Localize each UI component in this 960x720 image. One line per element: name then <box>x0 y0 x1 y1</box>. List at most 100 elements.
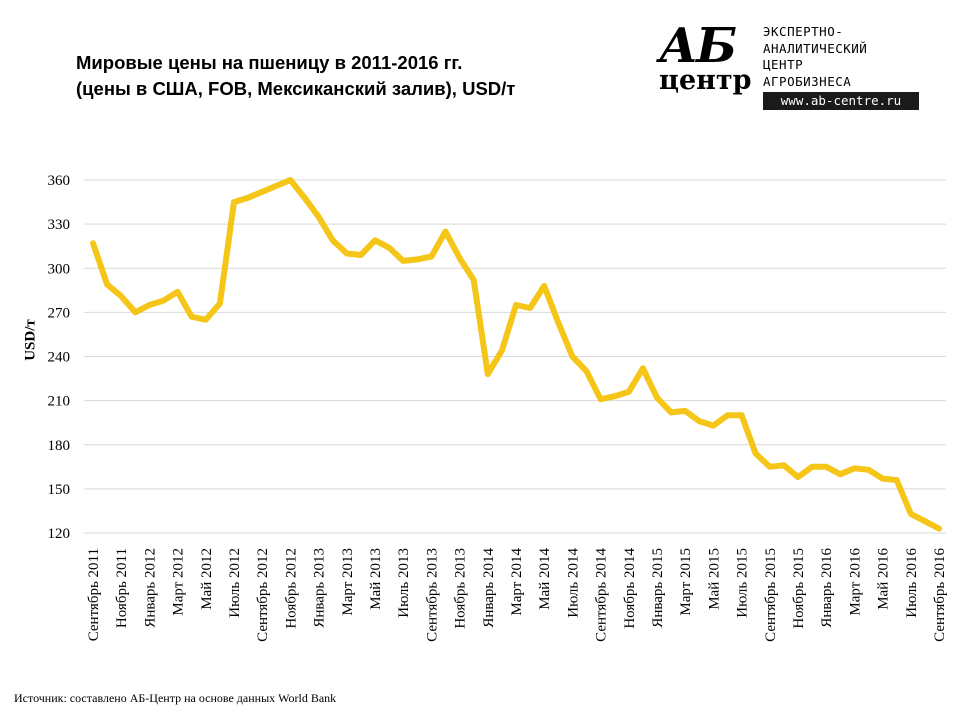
y-tick-label: 360 <box>48 173 71 189</box>
data-point <box>175 289 181 295</box>
chart-gridlines <box>84 179 946 534</box>
logo-mark-ab: АБ <box>659 18 737 74</box>
series-line <box>90 177 942 532</box>
data-point <box>330 237 336 243</box>
data-point <box>795 474 801 480</box>
source-note: Источник: составлено АБ-Центр на основе … <box>14 691 337 705</box>
data-point <box>443 228 448 234</box>
x-tick-label: Сентябрь 2014 <box>594 548 610 642</box>
data-point <box>753 451 759 457</box>
data-point <box>287 177 293 183</box>
data-point <box>668 409 674 415</box>
x-tick-label: Сентябрь 2013 <box>424 548 440 642</box>
data-point <box>682 408 688 414</box>
data-point <box>372 237 378 243</box>
x-tick-label: Май 2015 <box>706 548 722 610</box>
x-tick-label: Январь 2013 <box>312 548 328 628</box>
logo-mark-centr: центр <box>659 65 752 96</box>
x-tick-label: Январь 2012 <box>142 548 158 628</box>
data-point <box>90 240 96 246</box>
x-tick-label: Январь 2016 <box>819 548 835 628</box>
data-point <box>823 464 829 470</box>
ab-centre-logo: АБ центр ЭКСПЕРТНО- АНАЛИТИЧЕСКИЙ ЦЕНТР … <box>655 18 925 114</box>
data-point <box>245 195 251 201</box>
data-point <box>696 418 702 424</box>
x-tick-label: Июль 2014 <box>565 548 581 618</box>
x-tick-label: Ноябрь 2012 <box>283 548 299 629</box>
x-tick-label: Ноябрь 2015 <box>791 548 807 629</box>
x-tick-label: Июль 2012 <box>227 548 243 618</box>
chart-title-line-2: (цены в США, FOB, Мексиканский залив), U… <box>76 78 516 99</box>
data-point <box>358 252 364 258</box>
data-point <box>414 256 420 262</box>
data-point <box>273 183 279 189</box>
x-tick-label: Март 2016 <box>847 548 863 616</box>
data-point <box>739 412 745 418</box>
logo-mark: АБ центр <box>655 18 752 102</box>
data-point <box>457 255 463 261</box>
y-tick-label: 330 <box>48 217 71 233</box>
y-tick-label: 180 <box>48 438 71 454</box>
data-point <box>344 251 350 257</box>
x-tick-label: Сентябрь 2012 <box>255 548 271 642</box>
data-point <box>654 395 660 401</box>
data-point <box>598 396 604 402</box>
data-point <box>161 298 166 304</box>
y-axis-ticks: 120 150 180 210 240 270 300 330 360 <box>48 173 71 542</box>
data-point <box>569 354 575 359</box>
data-point <box>231 199 237 205</box>
data-point <box>118 293 124 299</box>
y-axis-label: USD/т <box>22 319 39 361</box>
x-tick-label: Май 2014 <box>537 548 553 610</box>
data-point <box>428 253 434 259</box>
data-point <box>626 389 632 395</box>
y-tick-label: 300 <box>48 261 71 277</box>
x-tick-label: Ноябрь 2013 <box>453 548 469 629</box>
x-tick-label: Сентябрь 2011 <box>86 548 102 641</box>
data-point <box>894 477 900 483</box>
y-tick-label: 150 <box>48 482 71 498</box>
data-point <box>499 348 505 354</box>
x-tick-label: Март 2013 <box>340 548 356 616</box>
data-point <box>400 258 406 264</box>
data-point <box>302 195 307 201</box>
data-point <box>725 412 730 418</box>
data-point <box>527 305 533 311</box>
x-tick-label: Ноябрь 2014 <box>622 548 638 629</box>
data-point <box>189 314 195 320</box>
y-tick-label: 270 <box>48 305 71 321</box>
data-point <box>767 464 773 470</box>
x-tick-label: Июль 2016 <box>904 548 920 618</box>
x-tick-label: Январь 2014 <box>481 548 497 628</box>
data-point <box>316 214 322 220</box>
y-tick-label: 240 <box>48 350 71 366</box>
data-point <box>203 317 209 323</box>
x-axis-ticks: Сентябрь 2011 Ноябрь 2011 Январь 2012 Март … <box>86 548 948 642</box>
logo-line-3: ЦЕНТР <box>763 57 804 72</box>
x-tick-label: Июль 2013 <box>396 548 412 618</box>
data-point <box>471 277 477 283</box>
data-point <box>584 368 589 374</box>
x-tick-label: Март 2014 <box>509 548 525 616</box>
logo-text: ЭКСПЕРТНО- АНАЛИТИЧЕСКИЙ ЦЕНТР АГРОБИЗНЕ… <box>763 24 867 90</box>
chart-plot-area <box>90 177 942 532</box>
x-tick-label: Январь 2015 <box>650 548 666 628</box>
data-point <box>217 301 223 307</box>
x-tick-label: Сентябрь 2016 <box>932 548 948 642</box>
data-point <box>908 511 914 517</box>
data-point <box>936 526 942 532</box>
data-point <box>259 189 265 195</box>
data-point <box>104 281 110 287</box>
data-point <box>640 365 646 371</box>
data-point <box>922 518 928 524</box>
data-point <box>781 462 787 468</box>
x-tick-label: Май 2016 <box>876 548 892 610</box>
y-tick-label: 120 <box>48 526 71 542</box>
data-point <box>880 476 886 482</box>
data-point <box>866 467 871 473</box>
x-tick-label: Сентябрь 2015 <box>763 548 779 642</box>
data-point <box>809 464 815 470</box>
data-point <box>851 465 857 471</box>
data-point <box>541 283 547 289</box>
